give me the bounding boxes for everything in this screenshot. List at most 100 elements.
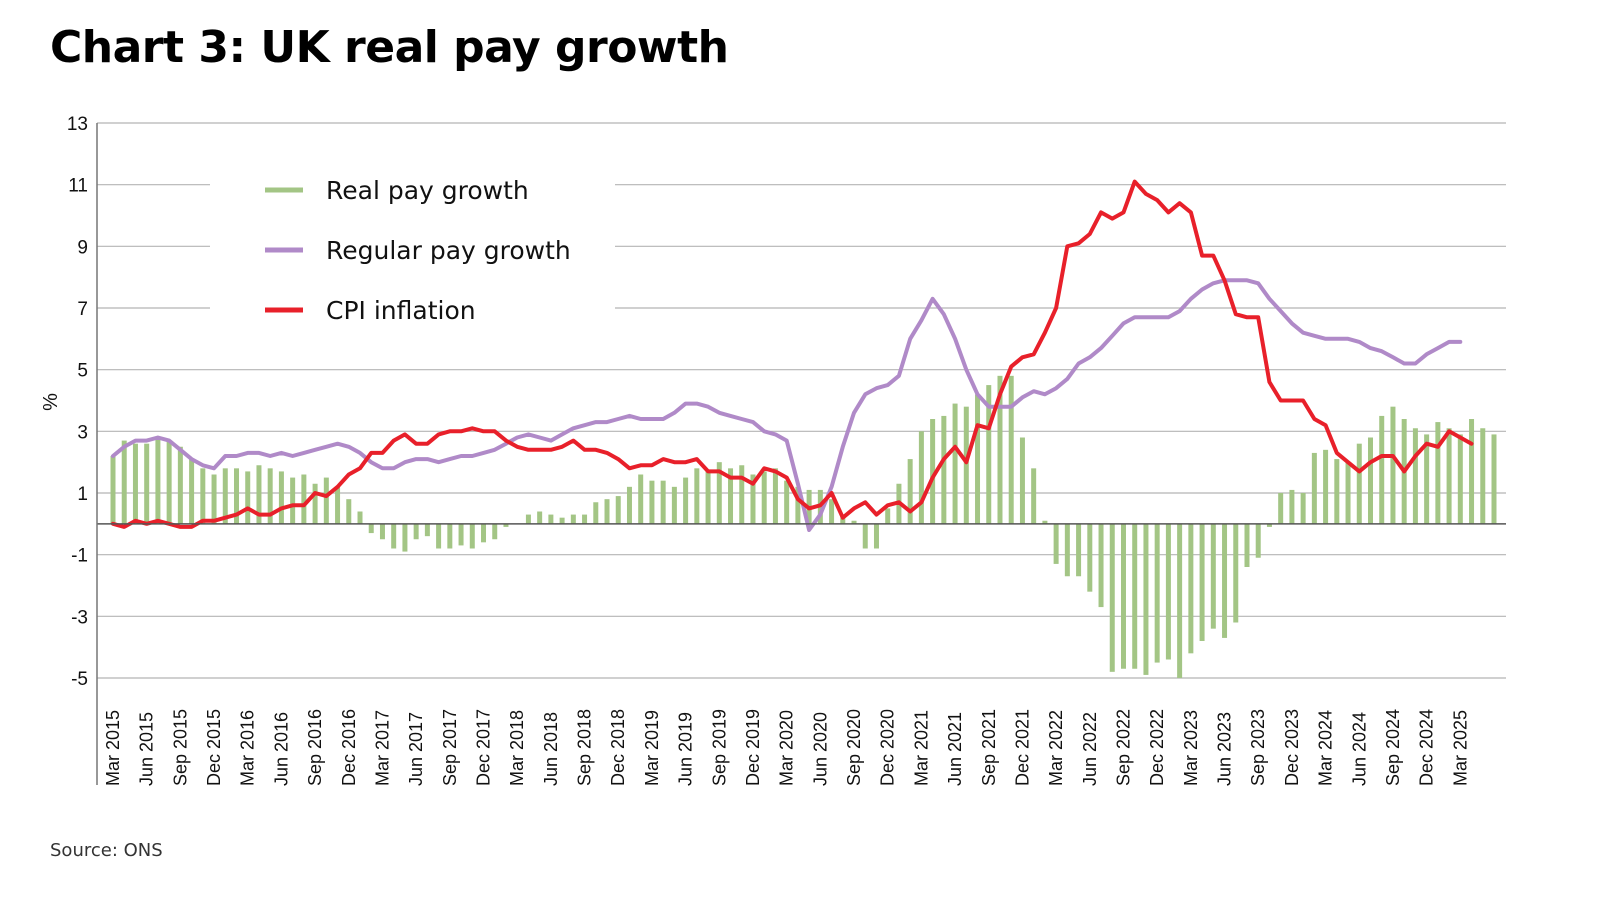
bar-real-pay-growth xyxy=(952,403,958,524)
bar-real-pay-growth xyxy=(189,459,195,524)
bar-real-pay-growth xyxy=(930,419,936,524)
x-tick-label: Sep 2022 xyxy=(1113,709,1133,786)
bar-real-pay-growth xyxy=(256,465,262,524)
bar-real-pay-growth xyxy=(1457,434,1463,524)
bar-real-pay-growth xyxy=(144,443,150,524)
bar-real-pay-growth xyxy=(784,480,790,524)
bar-real-pay-growth xyxy=(907,459,913,524)
bar-real-pay-growth xyxy=(694,468,700,524)
bar-real-pay-growth xyxy=(1244,523,1250,567)
bar-real-pay-growth xyxy=(537,511,543,524)
line-cpi-inflation xyxy=(111,179,1474,529)
bar-real-pay-growth xyxy=(918,431,924,524)
bar-real-pay-growth xyxy=(1109,523,1115,672)
x-tick-label: Mar 2019 xyxy=(642,710,662,786)
bar-real-pay-growth xyxy=(1165,523,1171,660)
bar-real-pay-growth xyxy=(1255,523,1261,558)
real-pay-bars xyxy=(110,375,1497,678)
y-tick-label: 5 xyxy=(77,361,88,382)
x-tick-label: Dec 2019 xyxy=(743,709,763,786)
x-tick-label: Dec 2016 xyxy=(339,709,359,786)
bar-real-pay-growth xyxy=(604,499,610,524)
y-tick-label: -3 xyxy=(71,607,88,628)
bar-real-pay-growth xyxy=(278,471,284,524)
x-tick-label: Sep 2017 xyxy=(440,709,460,786)
bar-real-pay-growth xyxy=(1064,523,1070,577)
y-tick-label: 7 xyxy=(77,299,88,320)
bar-real-pay-growth xyxy=(975,394,981,524)
bar-real-pay-growth xyxy=(873,523,879,549)
bar-real-pay-growth xyxy=(986,385,992,524)
x-tick-label: Mar 2017 xyxy=(372,710,392,786)
x-tick-label: Sep 2024 xyxy=(1383,709,1403,786)
bar-real-pay-growth xyxy=(335,486,341,524)
bar-real-pay-growth xyxy=(716,462,722,524)
bar-real-pay-growth xyxy=(885,508,891,524)
x-tick-label: Dec 2021 xyxy=(1012,709,1032,786)
bar-real-pay-growth xyxy=(1019,437,1025,524)
bar-real-pay-growth xyxy=(851,520,857,524)
legend: Real pay growth Regular pay growth CPI inf… xyxy=(210,160,615,340)
bar-real-pay-growth xyxy=(290,477,296,524)
bar-real-pay-growth xyxy=(177,446,183,524)
legend-label: CPI inflation xyxy=(326,296,476,325)
bar-real-pay-growth xyxy=(1188,523,1194,654)
x-tick-label: Jun 2016 xyxy=(271,712,291,786)
x-tick-label: Jun 2018 xyxy=(541,712,561,786)
bar-real-pay-growth xyxy=(559,517,565,524)
bar-real-pay-growth xyxy=(570,514,576,524)
legend-label: Real pay growth xyxy=(326,176,529,205)
y-tick-label: 11 xyxy=(68,176,88,197)
bar-real-pay-growth xyxy=(121,440,127,524)
x-tick-label: Sep 2023 xyxy=(1248,709,1268,786)
bar-real-pay-growth xyxy=(1098,523,1104,608)
bar-real-pay-growth xyxy=(222,468,228,524)
bar-real-pay-growth xyxy=(1446,428,1452,524)
legend-label: Regular pay growth xyxy=(326,236,571,265)
x-tick-label: Mar 2022 xyxy=(1046,710,1066,786)
x-tick-label: Jun 2017 xyxy=(406,712,426,786)
bar-real-pay-growth xyxy=(245,471,251,524)
bar-real-pay-growth xyxy=(234,468,240,524)
bar-real-pay-growth xyxy=(1435,422,1441,524)
bar-real-pay-growth xyxy=(1008,375,1014,524)
x-tick-label: Mar 2020 xyxy=(777,710,797,786)
bar-real-pay-growth xyxy=(862,523,868,549)
x-tick-label: Dec 2024 xyxy=(1417,709,1437,786)
bar-real-pay-growth xyxy=(447,523,453,549)
bar-real-pay-growth xyxy=(413,523,419,540)
bar-real-pay-growth xyxy=(1143,523,1149,675)
bar-real-pay-growth xyxy=(1356,443,1362,524)
x-tick-label: Mar 2016 xyxy=(238,710,258,786)
x-tick-label: Dec 2015 xyxy=(204,709,224,786)
bar-real-pay-growth xyxy=(1311,452,1317,524)
bar-real-pay-growth xyxy=(963,406,969,524)
y-tick-label: -1 xyxy=(71,546,88,567)
bar-real-pay-growth xyxy=(211,474,217,524)
bar-real-pay-growth xyxy=(1300,493,1306,524)
bar-real-pay-growth xyxy=(1087,523,1093,592)
bar-real-pay-growth xyxy=(110,456,116,524)
x-tick-label: Jun 2022 xyxy=(1080,712,1100,786)
bar-real-pay-growth xyxy=(200,468,206,524)
line-regular-pay-growth xyxy=(111,278,1463,532)
bar-real-pay-growth xyxy=(1390,406,1396,524)
series-lines xyxy=(111,179,1474,532)
bar-real-pay-growth xyxy=(593,502,599,524)
bar-real-pay-growth xyxy=(582,514,588,524)
bar-real-pay-growth xyxy=(368,523,374,534)
bar-real-pay-growth xyxy=(357,511,363,524)
bar-real-pay-growth xyxy=(1042,520,1048,524)
bar-real-pay-growth xyxy=(1177,523,1183,678)
x-tick-label: Sep 2018 xyxy=(575,709,595,786)
bar-real-pay-growth xyxy=(323,477,329,524)
bar-real-pay-growth xyxy=(402,523,408,552)
bar-real-pay-growth xyxy=(346,499,352,524)
bar-real-pay-growth xyxy=(671,486,677,524)
bar-real-pay-growth xyxy=(301,474,307,524)
x-tick-label: Dec 2020 xyxy=(878,709,898,786)
bar-real-pay-growth xyxy=(1266,523,1272,527)
x-tick-label: Jun 2020 xyxy=(810,712,830,786)
bar-real-pay-growth xyxy=(1076,523,1082,577)
bar-real-pay-growth xyxy=(391,523,397,549)
